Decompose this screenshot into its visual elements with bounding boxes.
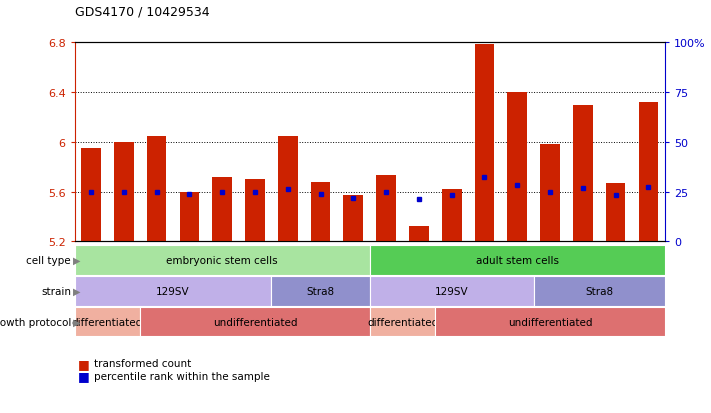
Text: GDS4170 / 10429534: GDS4170 / 10429534 (75, 6, 209, 19)
Bar (180, 192, 199, 242)
Bar (311, 182, 331, 242)
Bar (213, 177, 232, 242)
Text: undifferentiated: undifferentiated (508, 317, 592, 327)
Text: differentiated: differentiated (367, 317, 438, 327)
Text: embryonic stem cells: embryonic stem cells (166, 256, 278, 266)
Bar (278, 136, 298, 242)
Bar (245, 180, 264, 242)
Text: differentiated: differentiated (72, 317, 143, 327)
Text: undifferentiated: undifferentiated (213, 317, 297, 327)
Text: adult stem cells: adult stem cells (476, 256, 559, 266)
Bar (540, 145, 560, 242)
Bar (475, 45, 494, 242)
Text: ▶: ▶ (73, 286, 81, 296)
Bar (376, 176, 396, 242)
Text: 129SV: 129SV (156, 286, 190, 296)
Text: ■: ■ (78, 357, 90, 370)
Text: ▶: ▶ (73, 256, 81, 266)
Bar (343, 196, 363, 242)
Bar (638, 103, 658, 242)
Bar (442, 190, 461, 242)
Text: 129SV: 129SV (435, 286, 469, 296)
Text: Stra8: Stra8 (306, 286, 335, 296)
Bar (606, 183, 626, 242)
Bar (409, 227, 429, 242)
Bar (81, 149, 101, 242)
Text: ▶: ▶ (73, 317, 81, 327)
Bar (146, 136, 166, 242)
Text: Stra8: Stra8 (585, 286, 614, 296)
Bar (573, 105, 593, 242)
Text: growth protocol: growth protocol (0, 317, 71, 327)
Text: percentile rank within the sample: percentile rank within the sample (94, 371, 269, 381)
Bar (508, 93, 527, 242)
Text: transformed count: transformed count (94, 358, 191, 368)
Text: cell type: cell type (26, 256, 71, 266)
Text: ■: ■ (78, 369, 90, 382)
Text: strain: strain (41, 286, 71, 296)
Bar (114, 142, 134, 242)
